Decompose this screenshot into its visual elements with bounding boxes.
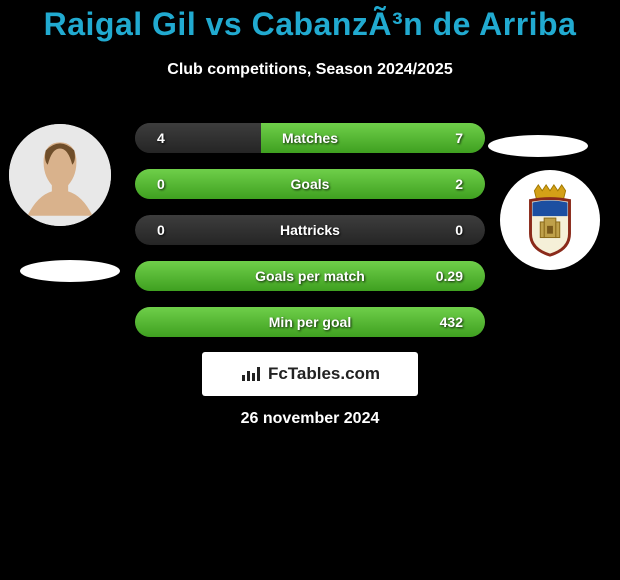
player-avatar-icon — [9, 124, 111, 226]
stat-right-value: 0 — [455, 215, 463, 245]
brand-box: FcTables.com — [202, 352, 418, 396]
stat-right-value: 7 — [455, 123, 463, 153]
stat-right-value: 0.29 — [436, 261, 463, 291]
club-crest — [500, 170, 600, 270]
date-text: 26 november 2024 — [0, 410, 620, 428]
stat-row-hattricks: 0 Hattricks 0 — [135, 215, 485, 245]
left-ellipse — [20, 260, 120, 282]
stats-container: 4 Matches 7 0 Goals 2 0 Hattricks 0 Goal… — [135, 123, 485, 353]
stat-row-gpm: Goals per match 0.29 — [135, 261, 485, 291]
stat-label: Hattricks — [135, 215, 485, 245]
chart-icon — [240, 365, 262, 383]
stat-row-goals: 0 Goals 2 — [135, 169, 485, 199]
stat-row-matches: 4 Matches 7 — [135, 123, 485, 153]
stat-label: Goals per match — [135, 261, 485, 291]
subtitle: Club competitions, Season 2024/2025 — [0, 61, 620, 79]
stat-right-value: 2 — [455, 169, 463, 199]
right-ellipse — [488, 135, 588, 157]
stat-right-value: 432 — [440, 307, 463, 337]
page-title: Raigal Gil vs CabanzÃ³n de Arriba — [0, 0, 620, 43]
player-avatar — [9, 124, 111, 226]
stat-label: Min per goal — [135, 307, 485, 337]
stat-label: Goals — [135, 169, 485, 199]
club-crest-icon — [511, 181, 589, 259]
brand-text: FcTables.com — [268, 364, 380, 384]
stat-row-mpg: Min per goal 432 — [135, 307, 485, 337]
stat-label: Matches — [135, 123, 485, 153]
